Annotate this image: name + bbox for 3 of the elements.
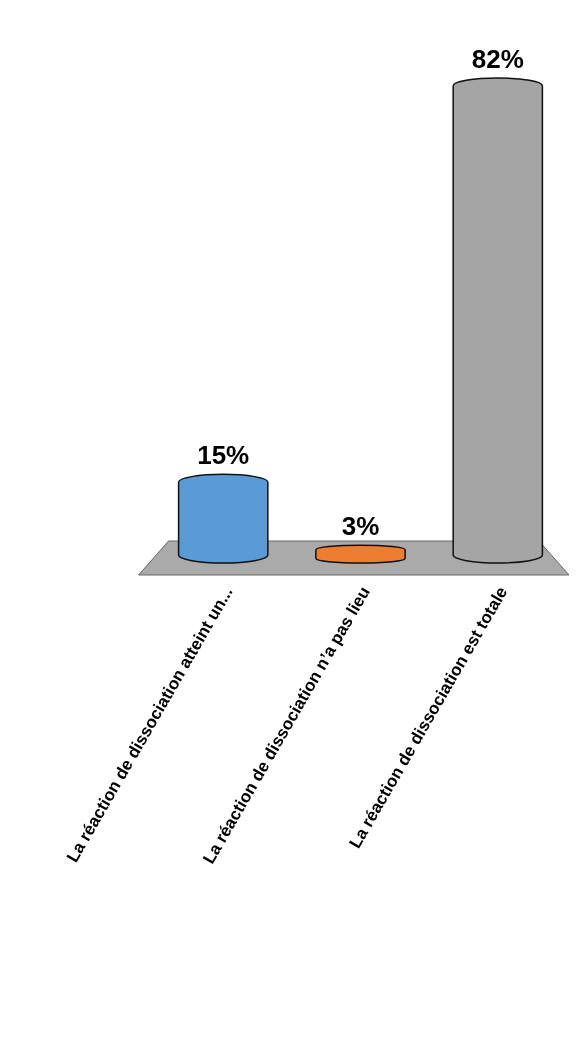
data-label: 82% <box>471 44 524 74</box>
data-label: 15% <box>197 440 250 471</box>
data-label: 3% <box>341 511 380 542</box>
